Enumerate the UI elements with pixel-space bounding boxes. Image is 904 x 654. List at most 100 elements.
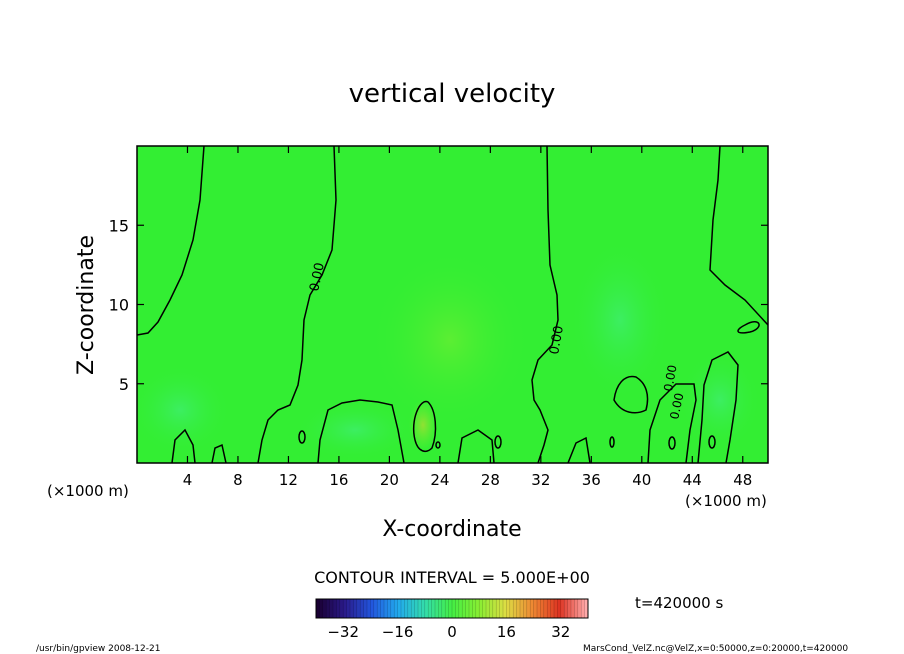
colorbar-cell — [560, 599, 565, 618]
y-axis-label: Z-coordinate — [74, 235, 99, 375]
x-tick-label: 20 — [380, 471, 399, 489]
x-tick-label: 4 — [183, 471, 193, 489]
colorbar-cell — [465, 599, 470, 618]
colorbar-cell — [526, 599, 531, 618]
contour-line — [737, 320, 760, 334]
contour-line — [708, 435, 716, 449]
colorbar-cell — [574, 599, 579, 618]
colorbar-cell — [319, 599, 324, 618]
colorbar-cell — [418, 599, 422, 618]
contour-line — [317, 399, 405, 463]
contour-label-group: 0.00 0.00 0.00 0.00 — [307, 261, 686, 420]
contour-line — [613, 375, 649, 414]
colorbar-cell — [482, 599, 487, 618]
colorbar-tick-label: 16 — [497, 623, 516, 641]
colorbar-cell — [492, 599, 497, 618]
contour-line — [647, 383, 697, 463]
x-tick-label: 44 — [683, 471, 702, 489]
x-tick-label: 8 — [233, 471, 243, 489]
footer-left: /usr/bin/gpview 2008-12-21 — [36, 644, 160, 654]
colorbar-cell — [537, 599, 541, 618]
colorbar-ticks: −32 −16 0 16 32 — [327, 623, 570, 641]
colorbar-cell — [513, 599, 518, 618]
colorbar-cell — [469, 599, 473, 618]
colorbar-cell — [547, 599, 552, 618]
colorbar-cell — [540, 599, 545, 618]
y-tick-label: 15 — [109, 216, 129, 235]
x-unit-left: (×1000 m) — [47, 482, 129, 500]
footer-right: MarsCond_VelZ.nc@VelZ,x=0:50000,z=0:2000… — [583, 644, 848, 654]
contour-label: 0.00 — [547, 325, 567, 356]
x-tick-label: 36 — [582, 471, 601, 489]
contour-label: 0.00 — [667, 392, 686, 421]
x-tick-label: 32 — [531, 471, 550, 489]
heatmap-region — [570, 240, 670, 400]
colorbar-cell — [401, 599, 405, 618]
colorbar-tick-label: 32 — [551, 623, 570, 641]
contour-line — [298, 430, 306, 444]
colorbar-cell — [411, 599, 416, 618]
colorbar-cell — [523, 599, 528, 618]
colorbar-cell — [322, 599, 327, 618]
x-tick-label: 40 — [632, 471, 651, 489]
x-tick-label: 48 — [733, 471, 752, 489]
contour-line — [494, 435, 502, 449]
colorbar-cell — [577, 599, 582, 618]
colorbar-cell — [373, 599, 378, 618]
x-tick-label: 12 — [279, 471, 298, 489]
colorbar-cell — [479, 599, 484, 618]
colorbar-cell — [486, 599, 490, 618]
contour-line — [413, 400, 437, 453]
colorbar-cell — [384, 599, 388, 618]
x-unit-right: (×1000 m) — [685, 492, 767, 510]
colorbar-cell — [326, 599, 331, 618]
colorbar-cell — [380, 599, 385, 618]
colorbar-cell — [333, 599, 337, 618]
colorbar-cell — [550, 599, 555, 618]
colorbar-cell — [445, 599, 450, 618]
contour-line — [211, 443, 227, 463]
colorbar-cell — [438, 599, 443, 618]
x-axis: 4 8 12 16 20 24 28 32 36 40 44 48 — [183, 146, 752, 489]
plot-area: 0.00 0.00 0.00 0.00 — [137, 146, 768, 463]
x-tick-label: 24 — [430, 471, 449, 489]
colorbar-cell — [489, 599, 494, 618]
colorbar-cell — [503, 599, 507, 618]
colorbar-cell — [350, 599, 354, 618]
colorbar-cell — [353, 599, 358, 618]
colorbar-cell — [343, 599, 348, 618]
colorbar-cell — [567, 599, 572, 618]
contour-line — [457, 429, 495, 463]
colorbar-cell — [455, 599, 460, 618]
contour-line — [531, 146, 559, 463]
colorbar-cell — [462, 599, 467, 618]
contour-interval: CONTOUR INTERVAL = 5.000E+00 — [314, 568, 590, 587]
colorbar-cell — [499, 599, 504, 618]
colorbar-cell — [394, 599, 399, 618]
colorbar-cell — [316, 599, 320, 618]
heatmap-region — [370, 250, 530, 430]
colorbar-cell — [346, 599, 351, 618]
colorbar-cell — [404, 599, 409, 618]
colorbar-cell — [428, 599, 433, 618]
colorbar-cell — [448, 599, 453, 618]
heatmap-region — [680, 350, 760, 450]
colorbar-cell — [533, 599, 538, 618]
heatmap-region — [137, 365, 230, 455]
colorbar-cell — [431, 599, 436, 618]
colorbar-cell — [516, 599, 521, 618]
colorbar-cell — [377, 599, 382, 618]
x-tick-label: 16 — [329, 471, 348, 489]
colorbar-frame — [315, 598, 589, 619]
colorbar-cell — [370, 599, 375, 618]
colorbar-cell — [397, 599, 402, 618]
colorbar-cell — [564, 599, 569, 618]
colorbar-cell — [584, 599, 589, 618]
colorbar-cell — [441, 599, 446, 618]
contour-line — [567, 436, 591, 463]
colorbar-cell — [554, 599, 558, 618]
colorbar-cell — [363, 599, 368, 618]
colorbar-cell — [435, 599, 439, 618]
colorbar-cell — [520, 599, 524, 618]
